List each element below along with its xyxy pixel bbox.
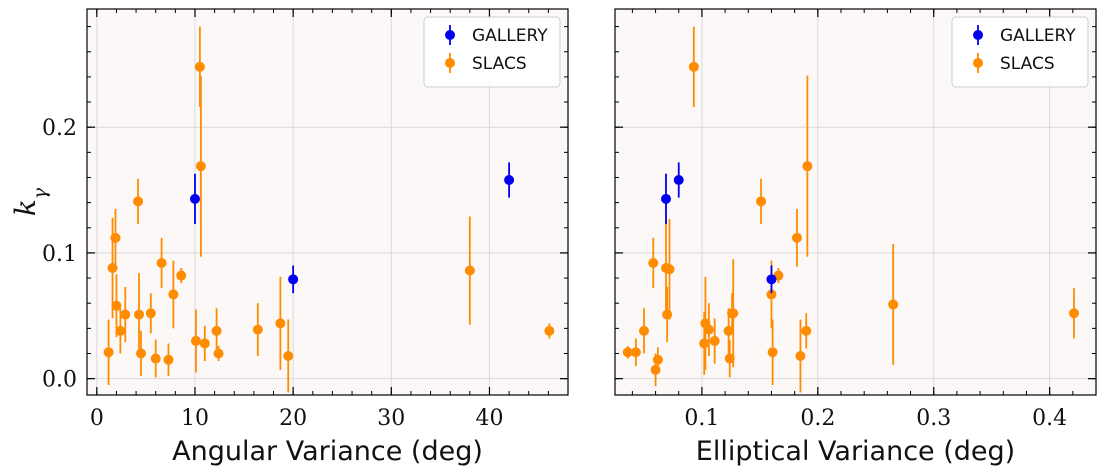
- data-point: [767, 347, 778, 358]
- plot-frame: [614, 8, 1097, 396]
- data-point: [756, 196, 767, 207]
- data-point: [135, 348, 146, 359]
- data-point: [194, 61, 205, 72]
- legend-label: SLACS: [472, 54, 527, 74]
- data-point: [699, 338, 710, 349]
- x-tick-label: 40: [475, 406, 503, 431]
- data-point: [622, 347, 633, 358]
- data-point: [283, 351, 294, 362]
- legend-marker: [973, 30, 983, 40]
- data-point: [176, 270, 187, 281]
- data-point: [1068, 308, 1079, 319]
- data-point: [189, 193, 200, 204]
- data-point: [163, 354, 174, 365]
- data-point: [801, 325, 812, 336]
- panel-elliptical-variance: 0.1 0.2 0.3 0.4 Elliptical Variance (deg) GAL…: [614, 8, 1097, 467]
- data-point: [195, 161, 206, 172]
- x-axis-label: Angular Variance (deg): [172, 436, 483, 467]
- legend-label: GALLERY: [472, 26, 548, 46]
- data-point: [156, 257, 167, 268]
- series-slacs: [622, 26, 1079, 393]
- data-point: [724, 353, 735, 364]
- data-point: [464, 265, 475, 276]
- y-tick-label: 0.0: [42, 368, 77, 393]
- data-point: [133, 196, 144, 207]
- data-point: [709, 335, 720, 346]
- x-tick-label: 30: [377, 406, 405, 431]
- x-tick-label: 20: [279, 406, 307, 431]
- data-point: [544, 325, 555, 336]
- x-tick-label: 0.2: [800, 406, 835, 431]
- x-tick-label: 0.4: [1032, 406, 1067, 431]
- data-point: [648, 257, 659, 268]
- series-slacs: [103, 26, 555, 393]
- data-point: [664, 264, 675, 275]
- legend-label: SLACS: [1000, 54, 1055, 74]
- data-point: [650, 364, 661, 375]
- data-point: [652, 354, 663, 365]
- data-point: [888, 299, 899, 310]
- legend-marker: [445, 58, 455, 68]
- data-point: [802, 161, 813, 172]
- y-tick-label: 0.1: [42, 242, 77, 267]
- data-point: [103, 347, 114, 358]
- data-point: [150, 353, 161, 364]
- data-point: [703, 324, 714, 335]
- x-tick-label: 0.3: [916, 406, 951, 431]
- data-point: [766, 274, 777, 285]
- data-point: [795, 351, 806, 362]
- y-axis-label: kγ: [9, 187, 51, 216]
- data-point: [110, 232, 121, 243]
- data-point: [275, 318, 286, 329]
- y-tick-label: 0.2: [42, 116, 77, 141]
- legend-box: [951, 16, 1089, 88]
- data-point: [630, 347, 641, 358]
- data-point: [791, 232, 802, 243]
- data-point: [213, 348, 224, 359]
- legend-label: GALLERY: [1000, 26, 1076, 46]
- legend-marker: [445, 30, 455, 40]
- panel-angular-variance: 0 10 20 30 40 0.0 0.1 0.2 Angular Variance (deg)…: [9, 8, 569, 467]
- data-point: [145, 308, 156, 319]
- data-point: [252, 324, 263, 335]
- data-point: [115, 325, 126, 336]
- data-point: [120, 309, 131, 320]
- x-tick-label: 0.1: [684, 406, 719, 431]
- legend: GALLERY SLACS: [951, 16, 1089, 88]
- plot-frame: [86, 8, 569, 396]
- x-tick-label: 10: [181, 406, 209, 431]
- data-point: [199, 338, 210, 349]
- x-tick-label: 0: [90, 406, 104, 431]
- data-point: [111, 300, 122, 311]
- legend: GALLERY SLACS: [423, 16, 561, 88]
- data-point: [728, 308, 739, 319]
- legend-marker: [973, 58, 983, 68]
- data-point: [288, 274, 299, 285]
- legend-box: [423, 16, 561, 88]
- data-point: [660, 193, 671, 204]
- data-point: [723, 325, 734, 336]
- data-point: [211, 325, 222, 336]
- data-point: [662, 309, 673, 320]
- data-point: [190, 335, 201, 346]
- data-point: [504, 174, 515, 185]
- data-point: [673, 174, 684, 185]
- data-point: [168, 289, 179, 300]
- series-gallery: [189, 162, 515, 294]
- data-point: [688, 61, 699, 72]
- data-point: [766, 289, 777, 300]
- data-point: [134, 309, 145, 320]
- x-axis-label: Elliptical Variance (deg): [696, 436, 1015, 467]
- data-point: [638, 325, 649, 336]
- series-gallery: [660, 162, 777, 294]
